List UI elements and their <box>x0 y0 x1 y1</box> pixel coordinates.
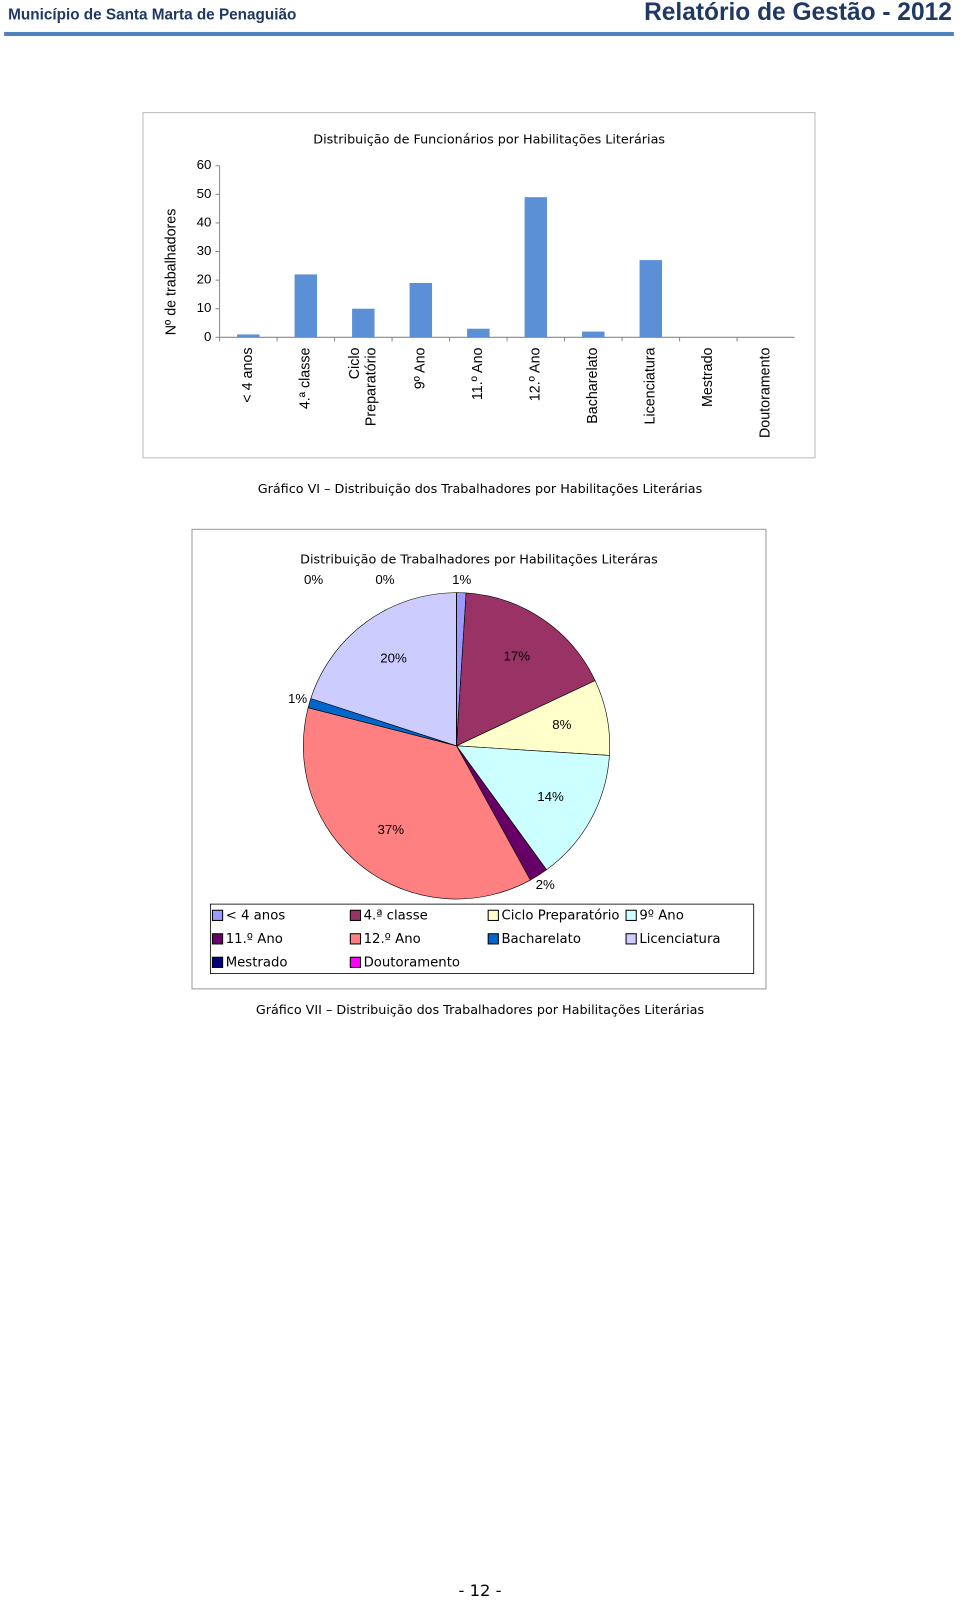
chart-title: Distribuição de Funcionários por Habilit… <box>313 133 665 148</box>
chart-title: Distribuição de Trabalhadores por Habili… <box>300 552 658 567</box>
chart-frame <box>142 112 816 459</box>
y-axis-label: Nº de trabalhadores <box>163 209 179 336</box>
y-tick-label: 20 <box>197 272 212 287</box>
header-left: Município de Santa Marta de Penaguião <box>8 7 296 24</box>
data-label: 8% <box>552 717 571 732</box>
x-tick-label: 11.º Ano <box>470 347 486 400</box>
legend-label: Bacharelato <box>501 932 581 947</box>
legend-label: 11.º Ano <box>226 932 283 947</box>
page-number: - 12 - <box>459 1581 502 1600</box>
x-tick-label: Mestrado <box>700 347 716 407</box>
legend-swatch <box>349 956 362 968</box>
data-label: 1% <box>452 572 471 587</box>
x-tick-label: < 4 anos <box>240 348 256 403</box>
bar <box>524 197 548 338</box>
data-label: 2% <box>536 877 555 892</box>
legend-label: Licenciatura <box>639 932 720 947</box>
caption: Gráfico VII – Distribuição dos Trabalhad… <box>256 1003 705 1018</box>
pie-slice <box>455 745 610 871</box>
bar <box>639 260 663 338</box>
legend-label: Doutoramento <box>364 955 460 970</box>
legend-label: 12.º Ano <box>364 932 421 947</box>
legend-label: 9º Ano <box>639 908 684 923</box>
bar <box>237 334 260 338</box>
legend-swatch <box>349 909 362 921</box>
x-tick-label: Licenciatura <box>643 347 659 424</box>
x-tick-label: 4.ª classe <box>298 347 314 409</box>
y-tick-label: 0 <box>204 329 211 344</box>
bar <box>467 328 490 338</box>
x-tick-label: 12.º Ano <box>528 347 544 401</box>
bar <box>294 274 318 338</box>
legend-swatch <box>211 909 224 921</box>
legend-label: Ciclo Preparatório <box>501 907 619 923</box>
legend-swatch <box>625 933 637 945</box>
data-label: 0% <box>304 572 323 587</box>
y-tick-label: 40 <box>197 214 212 229</box>
header-rule <box>4 31 954 37</box>
data-label: 17% <box>504 649 531 664</box>
data-label: 0% <box>375 572 394 587</box>
data-label: 37% <box>378 822 405 837</box>
legend-swatch <box>487 909 499 921</box>
legend-label: Mestrado <box>226 955 288 970</box>
data-label: 1% <box>288 691 307 706</box>
pie-slice <box>310 592 457 747</box>
y-tick-label: 30 <box>197 243 212 258</box>
bar <box>409 282 433 338</box>
data-label: 20% <box>380 651 407 666</box>
legend-swatch <box>211 933 224 945</box>
legend-label: 4.ª classe <box>364 908 428 923</box>
pie-slice <box>303 707 531 900</box>
bar <box>352 308 375 338</box>
legend-swatch <box>625 909 637 921</box>
caption: Gráfico VI – Distribuição dos Trabalhado… <box>258 482 703 497</box>
legend-label: < 4 anos <box>226 908 286 923</box>
bar <box>582 331 605 338</box>
x-tick-label: Bacharelato <box>585 347 601 423</box>
pie-slice <box>456 592 596 747</box>
x-tick-label: 9º Ano <box>413 347 429 389</box>
y-tick-label: 10 <box>197 300 212 315</box>
legend-swatch <box>349 933 362 945</box>
y-tick-label: 60 <box>197 157 212 172</box>
x-tick-label: CicloPreparatório <box>347 347 379 426</box>
y-tick-label: 50 <box>197 186 212 201</box>
legend-swatch <box>487 933 499 945</box>
header-right: Relatório de Gestão - 2012 <box>644 0 952 26</box>
legend-box <box>209 903 755 974</box>
data-label: 14% <box>537 789 564 804</box>
legend-swatch <box>211 956 224 968</box>
x-tick-label: Doutoramento <box>758 347 774 438</box>
